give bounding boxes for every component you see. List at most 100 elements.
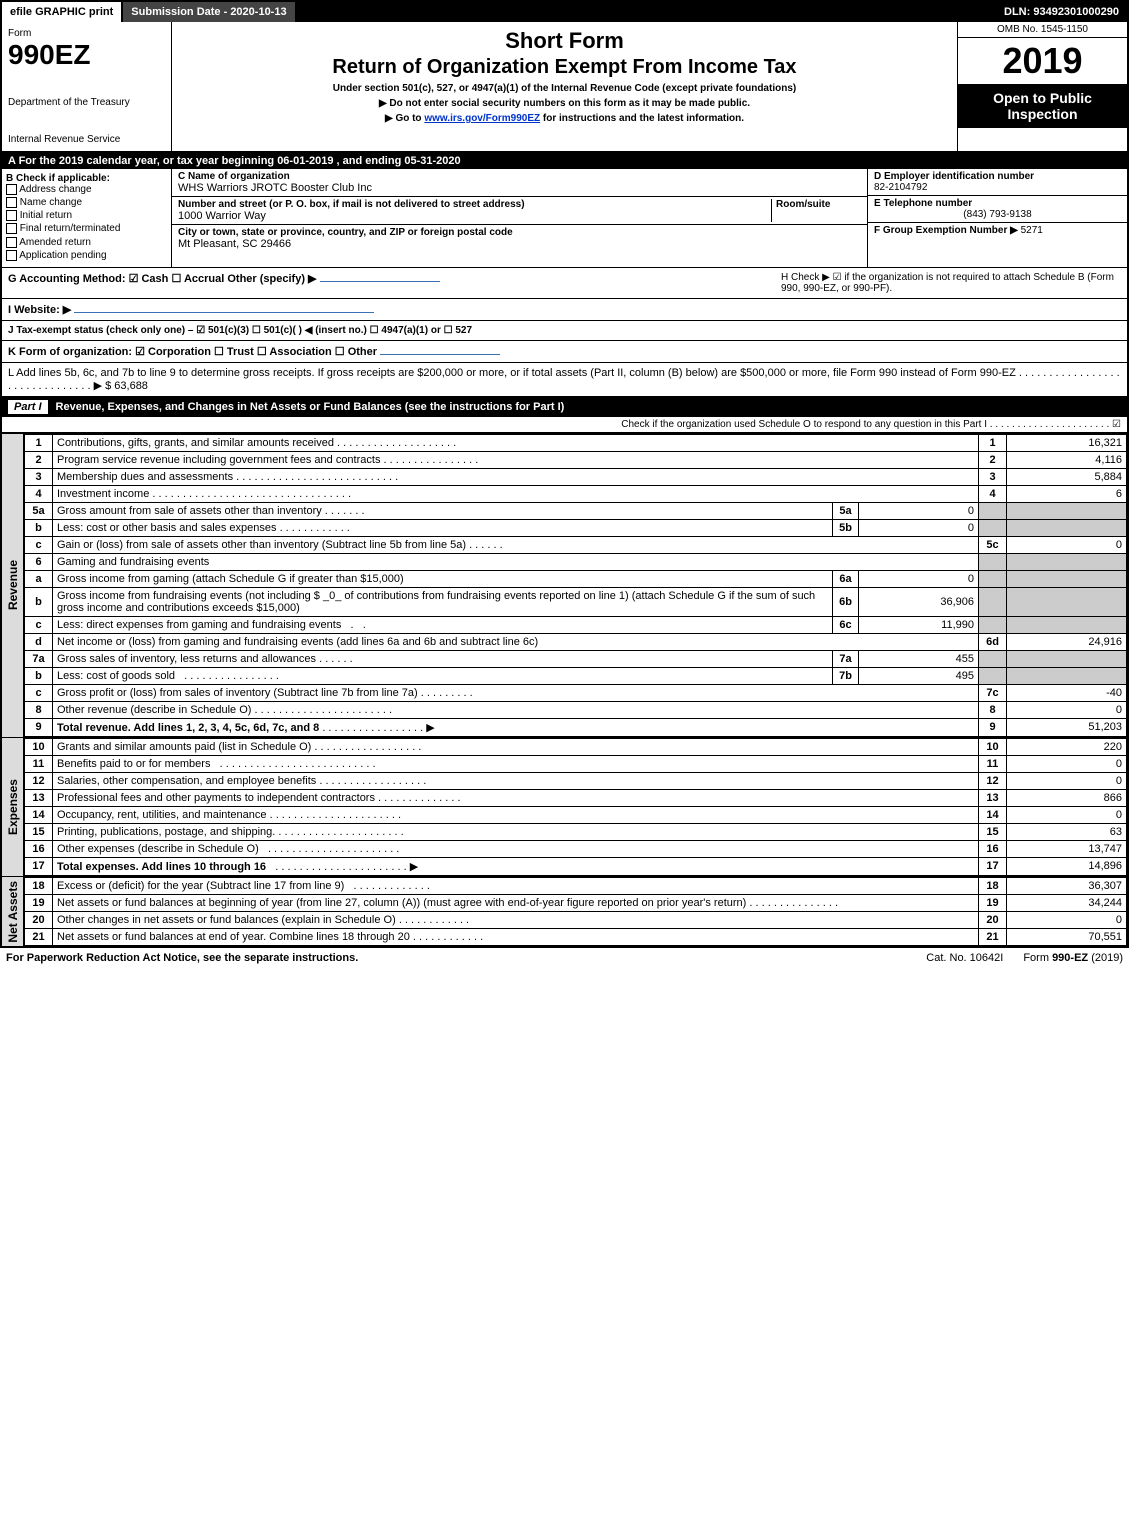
c-city-value: Mt Pleasant, SC 29466 (178, 238, 861, 250)
netassets-vlabel: Net Assets (2, 877, 24, 946)
footer-mid: Cat. No. 10642I (926, 952, 1003, 964)
goto-pre: ▶ Go to (385, 113, 424, 124)
line-21: 21Net assets or fund balances at end of … (25, 928, 1127, 945)
line-10: 10Grants and similar amounts paid (list … (25, 738, 1127, 755)
omb-number: OMB No. 1545-1150 (958, 22, 1127, 38)
c-room-label: Room/suite (776, 199, 861, 210)
line-7c: cGross profit or (loss) from sales of in… (25, 684, 1127, 701)
l-gross-receipts: L Add lines 5b, 6c, and 7b to line 9 to … (2, 363, 1127, 397)
revenue-section: Revenue 1Contributions, gifts, grants, a… (2, 433, 1127, 737)
line-1: 1Contributions, gifts, grants, and simil… (25, 434, 1127, 451)
row-gh: G Accounting Method: ☑ Cash ☐ Accrual Ot… (2, 268, 1127, 299)
title-return: Return of Organization Exempt From Incom… (178, 56, 951, 79)
open-to-public: Open to Public Inspection (958, 84, 1127, 128)
irs-link[interactable]: www.irs.gov/Form990EZ (424, 113, 540, 124)
g-accounting: G Accounting Method: ☑ Cash ☐ Accrual Ot… (8, 272, 781, 294)
part1-header: Part I Revenue, Expenses, and Changes in… (2, 397, 1127, 417)
header-mid: Short Form Return of Organization Exempt… (172, 22, 957, 151)
line-13: 13Professional fees and other payments t… (25, 789, 1127, 806)
expenses-section: Expenses 10Grants and similar amounts pa… (2, 737, 1127, 876)
efile-print-button[interactable]: efile GRAPHIC print (2, 2, 123, 22)
part1-num: Part I (8, 400, 48, 414)
line-3: 3Membership dues and assessments . . . .… (25, 468, 1127, 485)
c-addr-label: Number and street (or P. O. box, if mail… (178, 199, 771, 210)
c-addr-value: 1000 Warrior Way (178, 210, 771, 222)
line-18: 18Excess or (deficit) for the year (Subt… (25, 877, 1127, 894)
col-de-contact: D Employer identification number 82-2104… (867, 169, 1127, 267)
line-5a: 5aGross amount from sale of assets other… (25, 502, 1127, 519)
form-container: efile GRAPHIC print Submission Date - 20… (0, 0, 1129, 948)
line-6b: bGross income from fundraising events (n… (25, 587, 1127, 616)
f-group-value: 5271 (1021, 225, 1043, 236)
form-number: 990EZ (8, 39, 165, 71)
header-left: Form 990EZ Department of the Treasury In… (2, 22, 172, 151)
line-14: 14Occupancy, rent, utilities, and mainte… (25, 806, 1127, 823)
expenses-vlabel: Expenses (2, 738, 24, 876)
line-5c: cGain or (loss) from sale of assets othe… (25, 536, 1127, 553)
line-6: 6Gaming and fundraising events (25, 553, 1127, 570)
subtitle-section: Under section 501(c), 527, or 4947(a)(1)… (178, 83, 951, 94)
goto-post: for instructions and the latest informat… (540, 113, 744, 124)
cb-initial-return[interactable]: Initial return (6, 210, 167, 221)
line-6a: aGross income from gaming (attach Schedu… (25, 570, 1127, 587)
tax-year: 2019 (958, 38, 1127, 84)
subtitle-ssn-warning: ▶ Do not enter social security numbers o… (178, 98, 951, 109)
h-schedule-b: H Check ▶ ☑ if the organization is not r… (781, 272, 1121, 294)
k-form-org: K Form of organization: ☑ Corporation ☐ … (2, 341, 1127, 363)
line-5b: bLess: cost or other basis and sales exp… (25, 519, 1127, 536)
e-phone-value: (843) 793-9138 (874, 209, 1121, 220)
footer-right: Form 990-EZ (2019) (1023, 952, 1123, 964)
dept-irs: Internal Revenue Service (8, 134, 165, 145)
expenses-table: 10Grants and similar amounts paid (list … (24, 738, 1127, 876)
revenue-vlabel: Revenue (2, 434, 24, 737)
cb-amended-return[interactable]: Amended return (6, 237, 167, 248)
line-15: 15Printing, publications, postage, and s… (25, 823, 1127, 840)
cb-address-change[interactable]: Address change (6, 184, 167, 195)
form-word: Form (8, 28, 165, 39)
bcde-block: B Check if applicable: Address change Na… (2, 169, 1127, 268)
footer-left: For Paperwork Reduction Act Notice, see … (6, 952, 906, 964)
e-phone-label: E Telephone number (874, 198, 1121, 209)
part1-title: Revenue, Expenses, and Changes in Net As… (56, 401, 565, 413)
page-footer: For Paperwork Reduction Act Notice, see … (0, 948, 1129, 968)
line-12: 12Salaries, other compensation, and empl… (25, 772, 1127, 789)
d-ein-value: 82-2104792 (874, 182, 1121, 193)
line-9: 9Total revenue. Add lines 1, 2, 3, 4, 5c… (25, 718, 1127, 736)
c-name-label: C Name of organization (178, 171, 861, 182)
line-20: 20Other changes in net assets or fund ba… (25, 911, 1127, 928)
netassets-table: 18Excess or (deficit) for the year (Subt… (24, 877, 1127, 946)
line-19: 19Net assets or fund balances at beginni… (25, 894, 1127, 911)
l-value: 63,688 (114, 380, 148, 392)
line-7a: 7aGross sales of inventory, less returns… (25, 650, 1127, 667)
c-city-label: City or town, state or province, country… (178, 227, 861, 238)
cb-application-pending[interactable]: Application pending (6, 250, 167, 261)
line-4: 4Investment income . . . . . . . . . . .… (25, 485, 1127, 502)
header-right: OMB No. 1545-1150 2019 Open to Public In… (957, 22, 1127, 151)
line-17: 17Total expenses. Add lines 10 through 1… (25, 857, 1127, 875)
cb-final-return[interactable]: Final return/terminated (6, 223, 167, 234)
line-6d: dNet income or (loss) from gaming and fu… (25, 633, 1127, 650)
d-ein-label: D Employer identification number (874, 171, 1121, 182)
cb-name-change[interactable]: Name change (6, 197, 167, 208)
line-7b: bLess: cost of goods sold . . . . . . . … (25, 667, 1127, 684)
form-header: Form 990EZ Department of the Treasury In… (2, 22, 1127, 153)
b-title: B Check if applicable: (6, 173, 167, 184)
submission-date: Submission Date - 2020-10-13 (123, 2, 294, 22)
top-bar: efile GRAPHIC print Submission Date - 20… (2, 2, 1127, 22)
subtitle-goto: ▶ Go to www.irs.gov/Form990EZ for instru… (178, 113, 951, 124)
j-tax-exempt: J Tax-exempt status (check only one) – ☑… (2, 321, 1127, 341)
line-6c: cLess: direct expenses from gaming and f… (25, 616, 1127, 633)
row-a-tax-year: A For the 2019 calendar year, or tax yea… (2, 153, 1127, 169)
col-c-org-info: C Name of organization WHS Warriors JROT… (172, 169, 867, 267)
c-name-value: WHS Warriors JROTC Booster Club Inc (178, 182, 861, 194)
part1-note: Check if the organization used Schedule … (2, 417, 1127, 433)
dept-treasury: Department of the Treasury (8, 97, 165, 108)
line-16: 16Other expenses (describe in Schedule O… (25, 840, 1127, 857)
line-11: 11Benefits paid to or for members . . . … (25, 755, 1127, 772)
col-b-checkboxes: B Check if applicable: Address change Na… (2, 169, 172, 267)
netassets-section: Net Assets 18Excess or (deficit) for the… (2, 876, 1127, 946)
line-2: 2Program service revenue including gover… (25, 451, 1127, 468)
revenue-table: 1Contributions, gifts, grants, and simil… (24, 434, 1127, 737)
line-8: 8Other revenue (describe in Schedule O) … (25, 701, 1127, 718)
i-website: I Website: ▶ (2, 299, 1127, 321)
